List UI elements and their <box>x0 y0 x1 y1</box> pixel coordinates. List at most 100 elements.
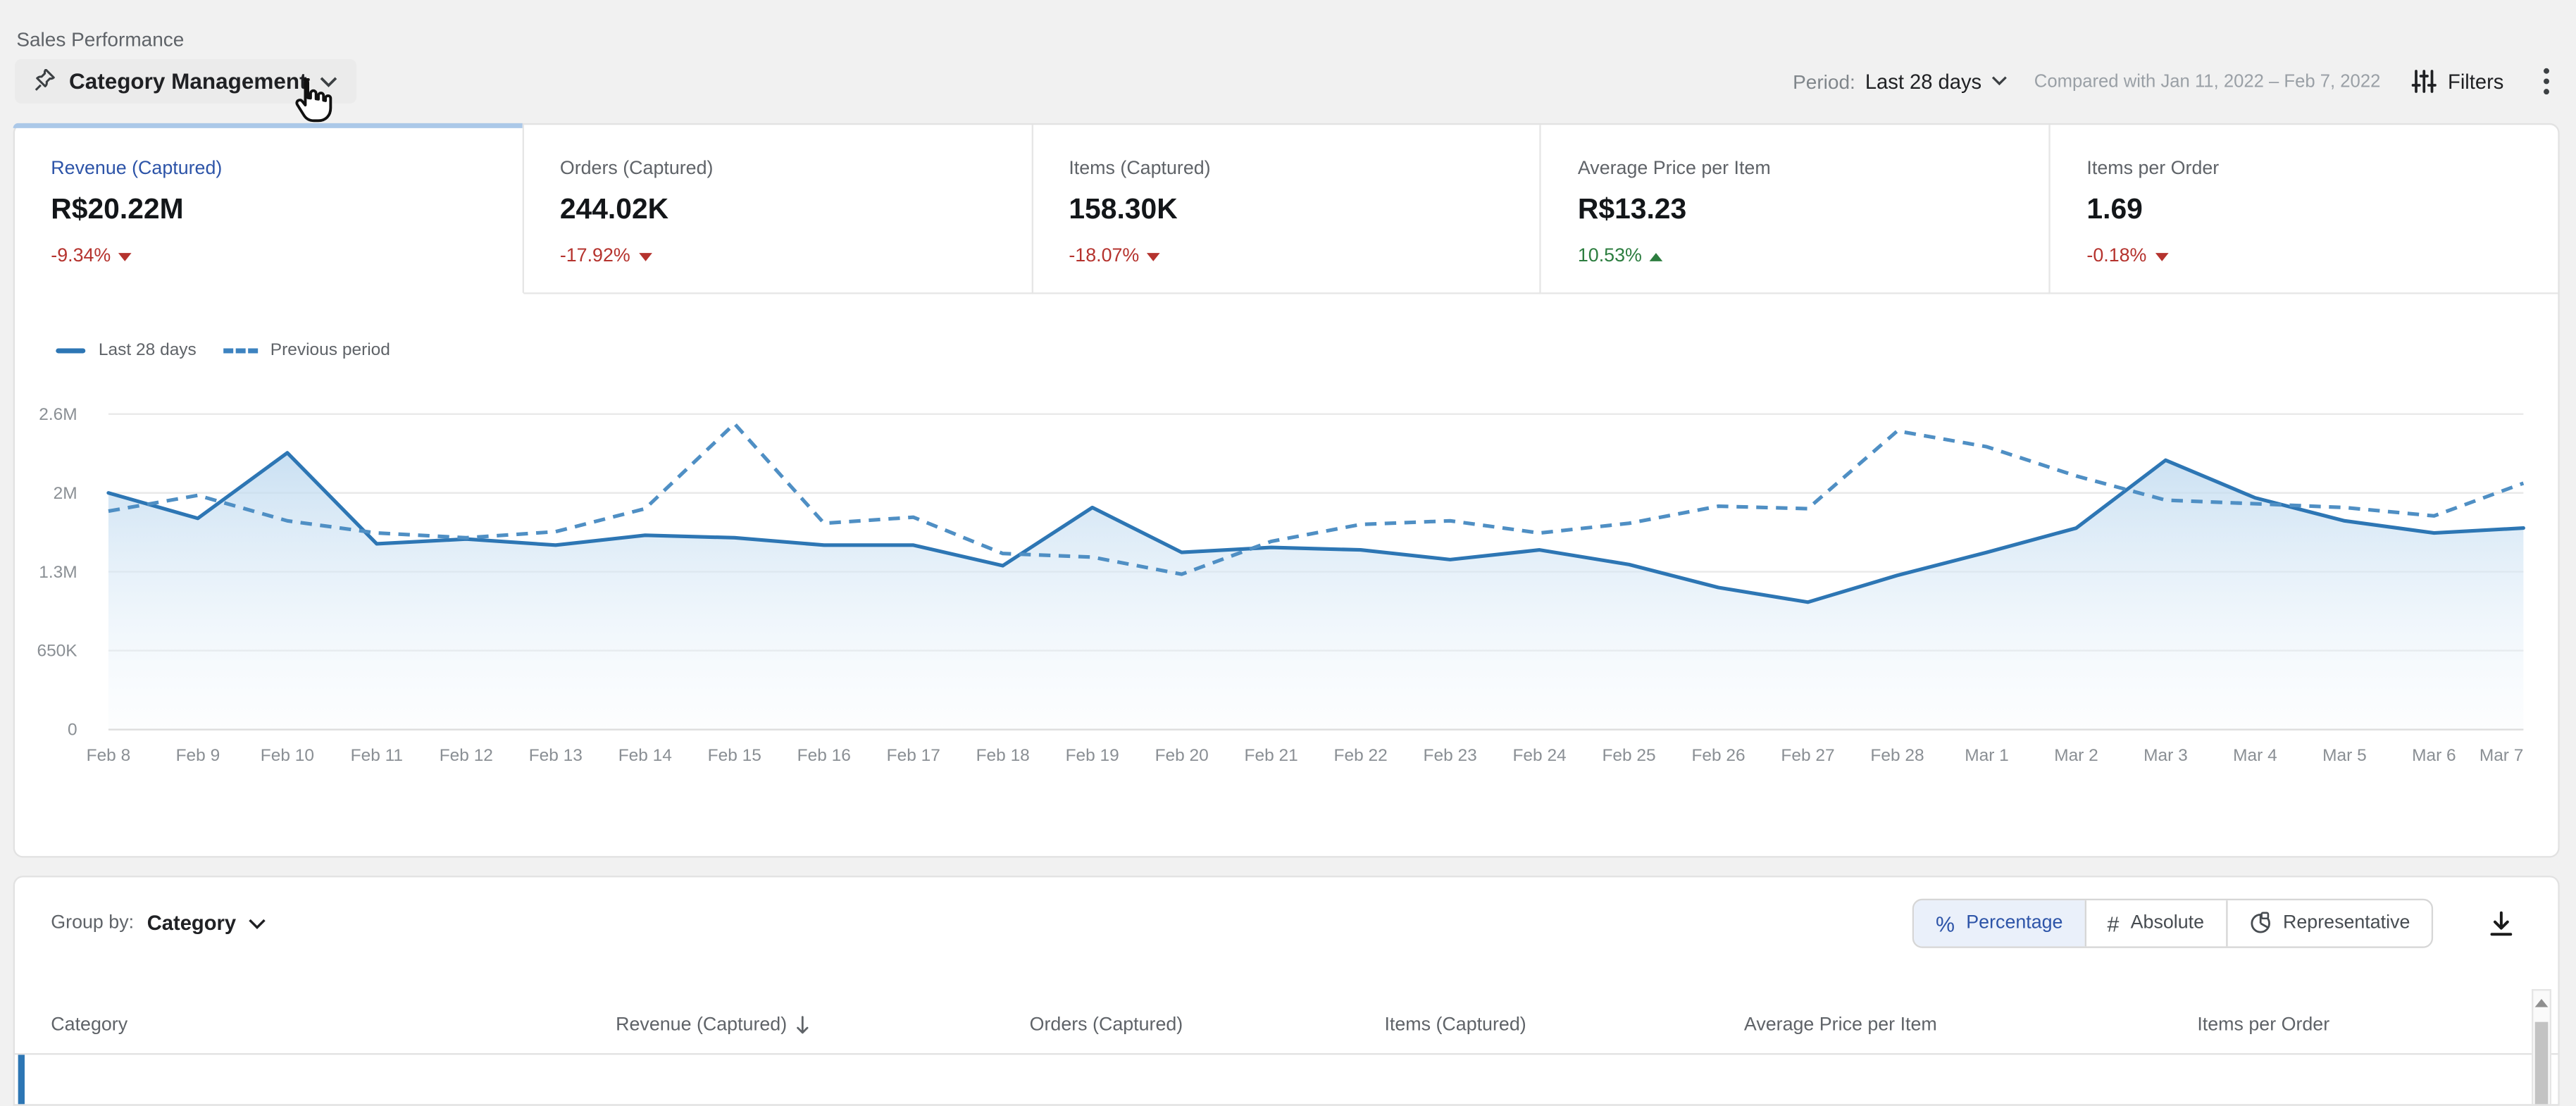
filters-label: Filters <box>2448 70 2504 93</box>
kpi-label: Orders (Captured) <box>559 159 714 180</box>
scroll-up-icon[interactable] <box>2534 999 2549 1007</box>
svg-text:2M: 2M <box>54 484 77 503</box>
kpi-delta: -9.34% <box>51 247 522 266</box>
kpi-delta-text: 10.53% <box>1577 246 1642 266</box>
svg-text:Feb 25: Feb 25 <box>1602 746 1655 765</box>
trend-arrow-icon <box>1650 252 1664 261</box>
sort-desc-icon <box>795 1015 810 1035</box>
group-by-label: Group by: <box>51 913 135 933</box>
kpi-value: 1.69 <box>2086 192 2143 225</box>
group-by-value: Category <box>147 912 237 936</box>
chevron-down-icon <box>1991 75 2008 87</box>
trend-arrow-icon <box>638 252 652 261</box>
svg-text:Feb 11: Feb 11 <box>351 746 403 765</box>
kpi-delta-text: -17.92% <box>559 246 630 266</box>
kpi-delta: 10.53% <box>1578 247 2049 266</box>
kpi-delta-text: -9.34% <box>51 246 111 266</box>
kpi-value: R$13.23 <box>1577 192 1687 225</box>
download-icon <box>2490 910 2513 936</box>
chart-legend: Last 28 days Previous period <box>56 338 2558 361</box>
absolute-view-button[interactable]: # Absolute <box>2084 900 2226 947</box>
kpi-label: Revenue (Captured) <box>51 159 223 180</box>
svg-text:Feb 12: Feb 12 <box>440 746 493 765</box>
period-value: Last 28 days <box>1865 70 1982 93</box>
percentage-view-button[interactable]: % Percentage <box>1914 900 2084 947</box>
table-scrollbar[interactable] <box>2532 989 2552 1105</box>
svg-text:Feb 9: Feb 9 <box>176 746 220 765</box>
representative-view-button[interactable]: Representative <box>2225 900 2432 947</box>
svg-text:Feb 16: Feb 16 <box>797 746 851 765</box>
svg-text:Feb 8: Feb 8 <box>87 746 131 765</box>
svg-text:2.6M: 2.6M <box>39 405 77 424</box>
svg-text:Feb 20: Feb 20 <box>1155 746 1209 765</box>
svg-text:Mar 6: Mar 6 <box>2412 746 2456 765</box>
page-title: Sales Performance <box>16 27 185 51</box>
kpi-delta: -18.07% <box>1069 247 1540 266</box>
table-header-divider <box>14 1052 2558 1055</box>
kpi-tab-revenue-captured[interactable]: Revenue (Captured) R$20.22M -9.34% <box>13 123 524 294</box>
svg-text:Mar 5: Mar 5 <box>2322 746 2367 765</box>
kpi-value: 158.30K <box>1069 192 1178 225</box>
kpi-delta: -17.92% <box>560 247 1031 266</box>
legend-label: Previous period <box>270 340 390 360</box>
kpi-tab-orders-captured[interactable]: Orders (Captured) 244.02K -17.92% <box>523 125 1033 294</box>
performance-card: Revenue (Captured) R$20.22M -9.34% Order… <box>13 123 2560 858</box>
kpi-label: Items per Order <box>2086 159 2220 180</box>
svg-text:650K: 650K <box>37 642 77 661</box>
group-by-dropdown[interactable]: Group by: Category <box>51 912 266 935</box>
column-header-items-per-order[interactable]: Items per Order <box>2197 1015 2330 1036</box>
svg-text:Feb 23: Feb 23 <box>1424 746 1477 765</box>
svg-text:Feb 28: Feb 28 <box>1870 746 1924 765</box>
view-label: Absolute <box>2130 913 2205 933</box>
svg-text:1.3M: 1.3M <box>39 563 77 582</box>
legend-label: Last 28 days <box>98 340 197 360</box>
view-label: Representative <box>2283 913 2410 933</box>
topbar-right: Period: Last 28 days Compared with Jan 1… <box>1793 59 2553 104</box>
kpi-tab-items-per-order[interactable]: Items per Order 1.69 -0.18% <box>2051 125 2558 294</box>
kpi-tab-strip: Revenue (Captured) R$20.22M -9.34% Order… <box>13 123 2558 294</box>
table-row <box>18 1055 25 1105</box>
kpi-delta-text: -0.18% <box>2086 246 2147 266</box>
trend-arrow-icon <box>2155 252 2168 261</box>
filters-icon <box>2411 69 2437 94</box>
column-header-revenue-captured[interactable]: Revenue (Captured) <box>580 1015 810 1035</box>
kebab-icon <box>2544 68 2549 95</box>
scrollbar-thumb[interactable] <box>2534 1021 2549 1105</box>
svg-text:Mar 7: Mar 7 <box>2479 746 2524 765</box>
svg-text:Feb 14: Feb 14 <box>618 746 672 765</box>
column-header-category[interactable]: Category <box>51 1015 128 1036</box>
chevron-down-icon <box>247 918 266 929</box>
svg-text:Mar 4: Mar 4 <box>2233 746 2277 765</box>
more-options-button[interactable] <box>2540 64 2553 99</box>
pin-icon <box>33 68 58 94</box>
kpi-tab-items-captured[interactable]: Items (Captured) 158.30K -18.07% <box>1033 125 1542 294</box>
solid-line-swatch-icon <box>56 347 86 353</box>
legend-item-previous: Previous period <box>223 340 390 360</box>
period-dropdown[interactable]: Last 28 days <box>1865 70 2008 93</box>
column-header-average-price-per-item[interactable]: Average Price per Item <box>1743 1015 1937 1036</box>
dashboard-page: Sales Performance Category Management Pe… <box>13 27 2560 1106</box>
table-toolbar: Group by: Category % Percentage # Absolu… <box>15 877 2558 948</box>
svg-text:Feb 18: Feb 18 <box>976 746 1030 765</box>
svg-text:Feb 27: Feb 27 <box>1781 746 1834 765</box>
svg-text:Feb 15: Feb 15 <box>708 746 761 765</box>
download-button[interactable] <box>2484 906 2518 940</box>
kpi-value: R$20.22M <box>51 192 184 225</box>
kpi-tab-average-price-per-item[interactable]: Average Price per Item R$13.23 10.53% <box>1541 125 2051 294</box>
table-header-row: Category Revenue (Captured) Orders (Capt… <box>15 998 2558 1053</box>
period-label: Period: <box>1793 70 1855 93</box>
column-header-orders-captured[interactable]: Orders (Captured) <box>1029 1015 1183 1036</box>
svg-text:Feb 10: Feb 10 <box>261 746 314 765</box>
legend-item-current: Last 28 days <box>56 340 197 360</box>
compared-period-text: Compared with Jan 11, 2022 – Feb 7, 2022 <box>2034 71 2381 92</box>
scope-dropdown-label: Category Management <box>68 68 307 94</box>
pie-chart-icon <box>2248 912 2272 935</box>
svg-text:Mar 3: Mar 3 <box>2143 746 2188 765</box>
scope-dropdown-button[interactable]: Category Management <box>14 58 356 104</box>
column-header-items-captured[interactable]: Items (Captured) <box>1384 1015 1526 1036</box>
filters-button[interactable]: Filters <box>2411 69 2504 94</box>
chevron-down-icon <box>318 75 338 88</box>
trend-arrow-icon <box>118 252 132 261</box>
svg-text:Feb 24: Feb 24 <box>1513 746 1567 765</box>
percent-icon: % <box>1935 911 1955 936</box>
